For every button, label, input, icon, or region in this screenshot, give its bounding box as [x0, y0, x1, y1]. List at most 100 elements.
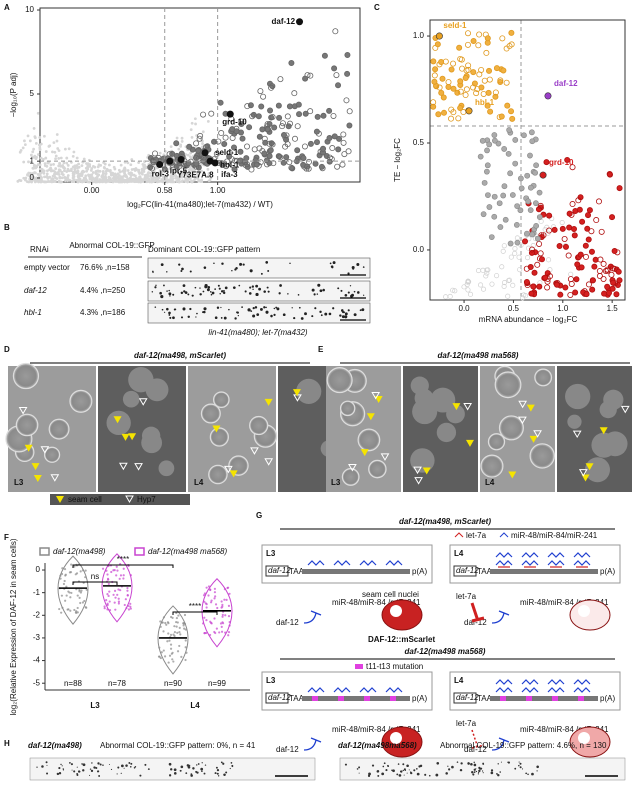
background-point — [179, 169, 183, 173]
significant-point — [166, 151, 173, 158]
stage-label: L3 — [14, 478, 24, 487]
gfp-dot — [170, 768, 173, 771]
te-down-point — [564, 156, 571, 163]
seam-cell-arrow — [264, 398, 273, 406]
mid-point — [536, 189, 543, 196]
te-down-point — [527, 264, 534, 271]
gfp-dot — [172, 293, 175, 296]
label: B — [4, 223, 10, 232]
cell-dot — [69, 596, 72, 599]
cell-dot — [184, 639, 187, 642]
gfp-dot — [473, 771, 476, 774]
significant-point — [244, 143, 251, 150]
te-up-point — [478, 84, 485, 91]
gfp-strip — [147, 257, 371, 279]
background-point — [126, 169, 130, 172]
background-point — [60, 176, 64, 180]
background-point — [36, 173, 40, 176]
cell-dot — [214, 631, 217, 635]
y-tick-label: -2 — [33, 610, 41, 619]
background-point — [72, 150, 76, 154]
background-point — [35, 155, 38, 159]
repression — [491, 610, 510, 624]
te-down-point — [573, 276, 580, 283]
background-point — [90, 173, 94, 177]
te-up-point — [484, 102, 491, 109]
te-up-point — [499, 35, 506, 42]
cell-dot — [228, 620, 231, 624]
te-up-point — [470, 69, 477, 76]
gfp-dot — [377, 774, 380, 777]
mid-point — [529, 138, 536, 145]
background-point — [175, 169, 179, 173]
gfp-dot — [73, 770, 76, 773]
panel-title: daf-12(ma498, mScarlet) — [134, 351, 226, 360]
gfp-dot — [456, 761, 459, 763]
y-tick-label: -5 — [33, 678, 41, 687]
mid-point — [525, 198, 532, 205]
te-up-point — [463, 86, 470, 93]
background-point — [94, 172, 98, 175]
gfp-dot — [249, 286, 252, 289]
gfp-dot — [166, 271, 168, 273]
background-point — [450, 287, 456, 293]
background-point — [29, 179, 33, 183]
background-point — [99, 164, 103, 167]
te-up-point — [464, 41, 471, 48]
cell-dot — [117, 602, 120, 605]
background-point — [22, 176, 26, 180]
te-down-point — [610, 279, 617, 286]
label: G — [256, 511, 262, 520]
gfp-dot — [298, 306, 301, 309]
cell-dot — [175, 620, 178, 624]
significant-point — [215, 138, 222, 145]
nucleus — [534, 368, 553, 387]
significant-point — [269, 113, 276, 120]
background-point — [43, 175, 46, 179]
cell-dot — [160, 621, 164, 624]
background-point — [168, 178, 172, 181]
hyp7-arrow — [572, 430, 582, 439]
significant-point — [286, 120, 293, 127]
cell-dot — [176, 621, 179, 624]
significant-point — [255, 113, 262, 120]
x-tick-label: L3 — [90, 701, 100, 710]
cell-dot — [223, 598, 226, 601]
gfp-dot — [231, 765, 234, 768]
cell-dot — [171, 651, 174, 654]
gfp-dot — [467, 762, 470, 765]
gfp-dot — [291, 307, 293, 309]
significant-point — [330, 112, 337, 119]
significance: **** — [117, 555, 129, 564]
background-point — [158, 172, 162, 176]
gfp-dot — [169, 316, 172, 319]
background-point — [170, 180, 174, 184]
gfp-dot — [166, 290, 168, 292]
legend-label: daf-12(ma498) — [53, 547, 106, 556]
background-point — [103, 162, 107, 166]
legend-label: daf-12(ma498 ma568) — [148, 547, 227, 556]
utr — [490, 569, 598, 574]
cell-dot — [119, 574, 123, 577]
seam-cell-arrow — [366, 413, 375, 421]
gfp-dot — [168, 762, 172, 766]
background-point — [168, 167, 172, 170]
background-point — [500, 248, 506, 254]
background-point — [46, 169, 49, 173]
cell-dot — [160, 651, 163, 654]
gfp-dot — [218, 287, 221, 290]
n-label: n=90 — [164, 679, 183, 688]
cell-dot — [74, 573, 77, 576]
mid-point — [477, 153, 484, 160]
gfp-dot — [96, 770, 100, 773]
background-point — [186, 153, 190, 157]
gfp-dot — [234, 317, 237, 320]
nucleus — [48, 418, 70, 440]
mutation-site — [526, 696, 532, 701]
gfp-dot — [241, 306, 243, 308]
cell-dot — [118, 577, 121, 580]
mutation-site — [390, 696, 396, 701]
te-down-point — [576, 206, 583, 213]
significance: ns — [91, 572, 99, 581]
background-point — [53, 172, 56, 176]
